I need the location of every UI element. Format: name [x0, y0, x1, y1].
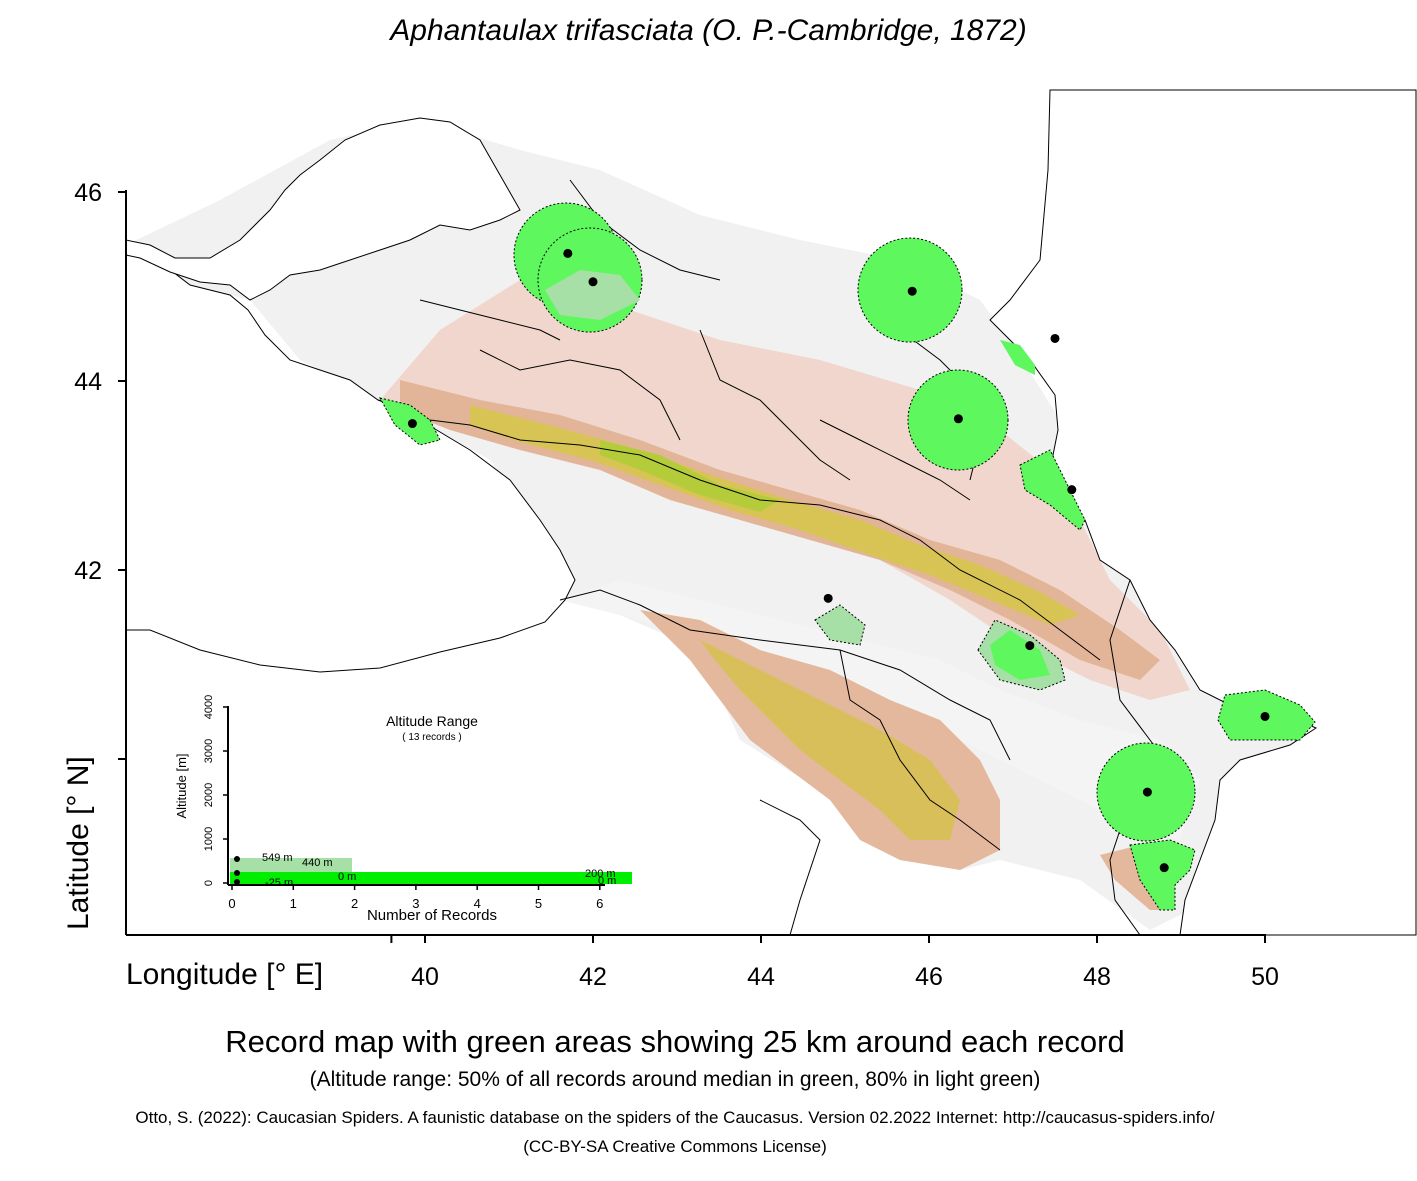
inset-altitude-label: 0 m	[338, 871, 356, 883]
inset-y-label: Altitude [m]	[174, 753, 189, 818]
inset-x-tick-label: 1	[290, 896, 297, 911]
x-tick-label: 42	[579, 963, 607, 991]
citation: Otto, S. (2022): Caucasian Spiders. A fa…	[135, 1108, 1215, 1127]
inset-x-tick-label: 6	[596, 896, 603, 911]
inset-y-tick-label: 1000	[203, 827, 215, 851]
record-point	[907, 286, 917, 296]
record-point	[823, 593, 833, 603]
record-point	[1067, 485, 1077, 495]
inset-title: Altitude Range	[386, 713, 478, 729]
record-points	[407, 248, 1270, 873]
record-point	[1025, 641, 1035, 651]
x-axis-label: Longitude [° E]	[126, 958, 324, 991]
inset-x-tick-label: 5	[535, 896, 542, 911]
inset-y-ticks: 0 1000 2000 3000 4000	[203, 695, 228, 886]
record-point	[953, 414, 963, 424]
y-ticks: 46 44 42	[74, 179, 126, 760]
y-axis-label: Latitude [° N]	[62, 756, 95, 930]
axes	[125, 190, 1266, 936]
record-point	[407, 419, 417, 429]
y-tick-label: 44	[74, 368, 102, 396]
inset-range-50-bar	[230, 872, 632, 884]
inset-y-tick-label: 2000	[203, 783, 215, 807]
record-point	[588, 277, 598, 287]
inset-marker-dot	[234, 879, 240, 885]
inset-x-ticks: 0 1 2 3 4 5 6	[228, 885, 603, 911]
x-ticks: 40 42 44 46 48 50	[390, 935, 1279, 991]
record-point	[1260, 711, 1270, 721]
x-tick-label: 48	[1083, 963, 1111, 991]
map-title: Aphantaulax trifasciata (O. P.-Cambridge…	[390, 14, 1027, 47]
inset-x-tick-label: 4	[474, 896, 481, 911]
black-sea	[125, 249, 576, 673]
sea-of-azov	[125, 117, 521, 301]
inset-subtitle: ( 13 records )	[402, 732, 461, 743]
inset-marker-dot	[234, 870, 240, 876]
y-tick-label: 42	[74, 557, 102, 585]
record-point	[563, 248, 573, 258]
altitude-inset: 0 1000 2000 3000 4000 0 1 2 3 4 5 6 549 m 440 m 200 …	[174, 695, 648, 924]
inset-x-label: Number of Records	[367, 907, 497, 924]
record-point	[1159, 863, 1169, 873]
license-note: (CC-BY-SA Creative Commons License)	[523, 1137, 827, 1156]
inset-y-tick-label: 4000	[203, 695, 215, 719]
inset-altitude-label: 0 m	[598, 875, 616, 887]
x-tick-label: 50	[1251, 963, 1279, 991]
inset-y-tick-label: 3000	[203, 739, 215, 763]
record-point	[1142, 787, 1152, 797]
map-subcaption: (Altitude range: 50% of all records arou…	[309, 1068, 1041, 1091]
inset-x-tick-label: 3	[412, 896, 419, 911]
y-tick-label: 46	[74, 179, 102, 207]
inset-y-tick-label: 0	[203, 880, 215, 886]
inset-altitude-label: 549 m	[262, 852, 293, 864]
x-tick-label: 44	[747, 963, 775, 991]
record-point	[1050, 333, 1060, 343]
inset-altitude-label: 440 m	[302, 857, 333, 869]
inset-altitude-label: -25 m	[265, 877, 293, 889]
x-tick-label: 40	[411, 963, 439, 991]
map-caption: Record map with green areas showing 25 k…	[225, 1024, 1125, 1059]
inset-x-tick-label: 2	[351, 896, 358, 911]
inset-x-tick-label: 0	[228, 896, 235, 911]
x-tick-label: 46	[915, 963, 943, 991]
inset-altitude-label: 200 m	[585, 868, 616, 880]
inset-marker-dot	[234, 856, 240, 862]
